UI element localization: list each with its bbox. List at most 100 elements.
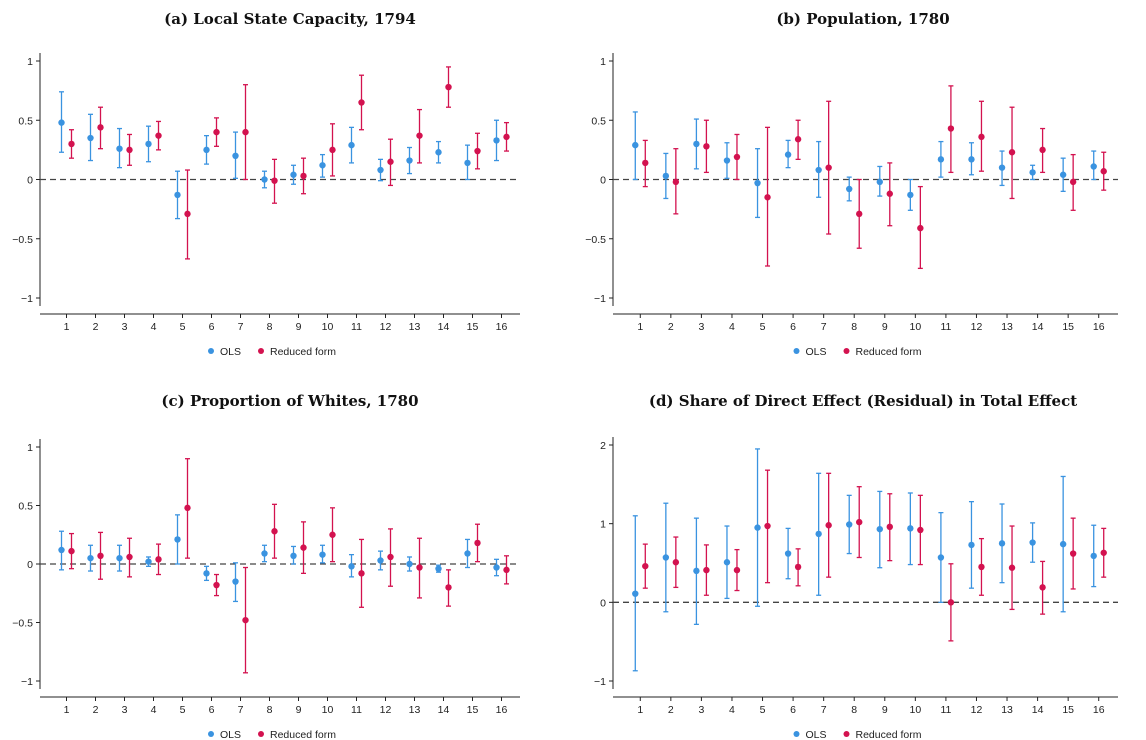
point-estimate <box>978 563 985 571</box>
point-estimate <box>416 132 423 139</box>
legend-label-reduced: Reduced form <box>270 346 336 358</box>
x-tick-label: 1 <box>64 704 70 716</box>
x-tick-label: 5 <box>760 321 766 333</box>
y-tick-label: −0.5 <box>12 618 33 630</box>
point-estimate <box>1029 169 1036 176</box>
y-tick-label: −1 <box>21 676 33 688</box>
point-estimate <box>445 584 452 591</box>
point-estimate <box>87 134 94 142</box>
point-estimate <box>662 172 670 180</box>
point-estimate <box>116 554 123 562</box>
point-estimate <box>733 566 741 574</box>
x-tick-label: 9 <box>296 704 302 716</box>
point-estimate <box>174 191 181 199</box>
legend-marker-ols <box>208 731 214 737</box>
x-tick-label: 10 <box>322 321 334 333</box>
x-tick-label: 11 <box>351 321 362 333</box>
point-estimate <box>271 177 278 184</box>
point-estimate <box>642 159 649 167</box>
y-tick-label: 1 <box>600 519 606 531</box>
point-estimate <box>474 147 481 155</box>
x-tick-label: 14 <box>438 321 450 333</box>
x-tick-label: 16 <box>496 321 508 333</box>
point-estimate <box>1090 552 1097 560</box>
point-estimate <box>126 553 133 561</box>
y-tick-label: 0 <box>600 175 606 187</box>
point-estimate <box>435 149 442 156</box>
point-estimate <box>387 553 394 561</box>
x-tick-label: 11 <box>940 321 951 333</box>
legend-marker-ols <box>793 731 800 737</box>
x-tick-label: 13 <box>1001 321 1013 333</box>
x-tick-label: 15 <box>1062 704 1074 716</box>
point-estimate <box>947 599 955 606</box>
point-estimate <box>1039 146 1046 154</box>
point-estimate <box>232 578 239 585</box>
point-estimate <box>917 526 924 534</box>
y-tick-label: 0 <box>27 559 33 571</box>
point-estimate <box>290 171 297 178</box>
y-tick-label: 0.5 <box>18 115 33 127</box>
point-estimate <box>416 564 423 571</box>
point-estimate <box>503 566 510 574</box>
x-tick-label: 9 <box>882 704 888 716</box>
chart-title: (b) Population, 1780 <box>776 10 949 28</box>
x-tick-label: 16 <box>1093 704 1105 716</box>
x-tick-label: 11 <box>940 704 951 716</box>
point-estimate <box>672 559 680 566</box>
chart-panel-a: (a) Local State Capacity, 1794 −1 −0.5 0 0.5… <box>0 0 573 370</box>
point-estimate <box>784 550 792 557</box>
y-tick-label: −0.5 <box>585 234 606 246</box>
point-estimate <box>358 99 365 106</box>
x-tick-label: 2 <box>93 704 99 716</box>
point-estimate <box>815 166 822 174</box>
point-estimate <box>145 558 152 565</box>
point-estimate <box>937 554 945 561</box>
y-tick-label: −1 <box>594 676 606 688</box>
point-estimate <box>97 552 104 560</box>
x-tick-label: 12 <box>971 704 983 716</box>
x-tick-label: 13 <box>1001 704 1013 716</box>
legend-label-ols: OLS <box>806 346 827 358</box>
point-estimate <box>917 224 924 232</box>
x-tick-label: 16 <box>1093 321 1105 333</box>
x-tick-label: 5 <box>180 704 186 716</box>
point-estimate <box>213 581 220 589</box>
legend-marker-reduced <box>843 731 850 737</box>
point-estimate <box>184 210 191 218</box>
point-estimate <box>886 190 893 197</box>
point-estimate <box>846 521 853 528</box>
y-tick-label: 1 <box>27 56 33 68</box>
x-tick-label: 9 <box>882 321 888 333</box>
point-estimate <box>377 166 384 174</box>
x-tick-label: 6 <box>209 321 215 333</box>
x-tick-label: 10 <box>910 704 922 716</box>
point-estimate <box>876 525 883 533</box>
chart-svg-c: (c) Proportion of Whites, 1780 −1 −0.5 0 0.5… <box>12 392 520 740</box>
chart-panel-c: (c) Proportion of Whites, 1780 −1 −0.5 0 0.5… <box>0 370 573 740</box>
x-tick-label: 4 <box>151 321 157 333</box>
x-tick-label: 8 <box>267 321 273 333</box>
chart-panel-d: (d) Share of Direct Effect (Residual) in… <box>573 370 1146 740</box>
legend-label-ols: OLS <box>806 729 827 740</box>
x-tick-label: 5 <box>180 321 186 333</box>
point-estimate <box>348 141 355 149</box>
y-tick-label: −1 <box>21 293 33 305</box>
x-tick-label: 1 <box>637 321 643 333</box>
x-tick-label: 14 <box>438 704 450 716</box>
point-estimate <box>815 530 822 538</box>
point-estimate <box>232 152 239 159</box>
point-estimate <box>632 590 639 597</box>
point-estimate <box>1069 550 1077 557</box>
x-tick-label: 3 <box>698 704 704 716</box>
point-estimate <box>387 158 394 165</box>
point-estimate <box>58 119 65 126</box>
point-estimate <box>723 559 731 566</box>
chart-title: (a) Local State Capacity, 1794 <box>164 10 416 28</box>
x-tick-label: 12 <box>380 704 392 716</box>
x-tick-label: 4 <box>729 704 735 716</box>
y-tick-label: 1 <box>600 56 606 68</box>
point-estimate <box>87 554 94 562</box>
y-tick-label: 0.5 <box>591 115 606 127</box>
point-estimate <box>937 156 945 163</box>
